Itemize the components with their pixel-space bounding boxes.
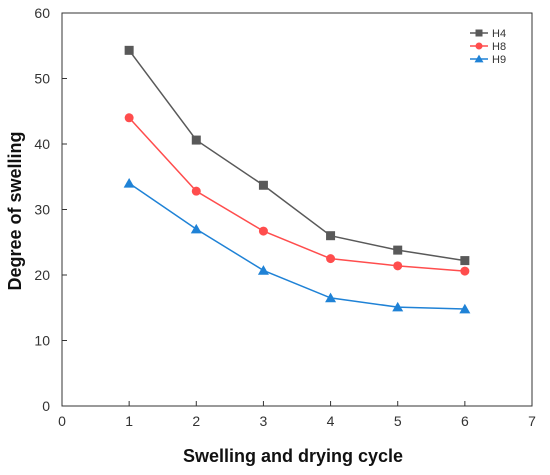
x-tick-label: 0 — [58, 413, 66, 429]
legend-label-h4: H4 — [492, 28, 506, 40]
y-tick-label: 0 — [42, 398, 50, 414]
series-h9 — [123, 178, 471, 314]
legend-item-h8: H8 — [470, 41, 506, 53]
legend-marker-h4 — [475, 29, 483, 37]
data-point-h4 — [191, 135, 201, 145]
data-point-h4 — [258, 180, 268, 190]
y-tick-label: 20 — [34, 267, 50, 283]
y-tick-label: 40 — [34, 136, 50, 152]
y-tick-label: 50 — [34, 71, 50, 87]
x-tick-label: 3 — [260, 413, 268, 429]
series-line-h4 — [128, 49, 465, 262]
data-point-h8 — [460, 266, 470, 276]
x-tick-label: 4 — [327, 413, 335, 429]
y-tick-label: 30 — [34, 202, 50, 218]
data-point-h8 — [393, 261, 403, 271]
data-point-h9 — [325, 292, 337, 303]
x-tick-label: 6 — [461, 413, 469, 429]
data-point-h4 — [460, 256, 470, 266]
series-line-h9 — [128, 182, 465, 310]
data-point-h9 — [459, 303, 471, 314]
legend-marker-h8 — [475, 42, 483, 50]
x-tick-label: 7 — [528, 413, 536, 429]
data-point-h9 — [123, 178, 135, 188]
series-h4 — [124, 45, 470, 266]
data-point-h4 — [326, 231, 336, 241]
series-h8 — [124, 113, 470, 276]
data-point-h8 — [258, 226, 268, 236]
legend-marker-h9 — [474, 54, 484, 63]
plot-area-frame — [61, 12, 533, 407]
x-axis-title: Swelling and drying cycle — [183, 446, 403, 466]
data-point-h4 — [393, 245, 403, 255]
data-point-h9 — [190, 223, 202, 234]
y-axis-title: Degree of swelling — [5, 131, 25, 290]
data-point-h8 — [326, 254, 336, 264]
data-point-h8 — [191, 186, 201, 196]
data-point-h8 — [124, 113, 134, 123]
data-point-h4 — [124, 45, 134, 55]
legend-item-h4: H4 — [470, 28, 506, 40]
legend-label-h8: H8 — [492, 41, 506, 53]
x-tick-label: 5 — [394, 413, 402, 429]
x-tick-label: 2 — [192, 413, 200, 429]
series-line-h8 — [128, 117, 465, 272]
legend-item-h9: H9 — [470, 54, 506, 66]
data-point-h9 — [392, 301, 404, 312]
y-tick-label: 60 — [34, 5, 50, 21]
data-point-h9 — [257, 265, 269, 275]
y-tick-label: 10 — [34, 333, 50, 349]
legend-label-h9: H9 — [492, 54, 506, 66]
x-tick-label: 1 — [125, 413, 133, 429]
